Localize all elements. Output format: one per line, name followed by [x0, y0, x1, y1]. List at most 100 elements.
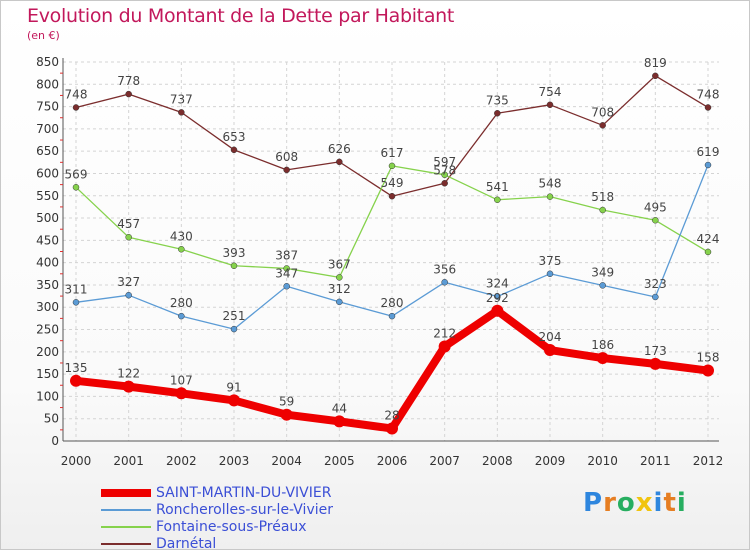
- data-label: 548: [539, 177, 562, 191]
- x-tick-label: 2000: [61, 454, 92, 468]
- y-tick-label: 400: [36, 256, 59, 270]
- data-point: [494, 196, 501, 204]
- data-label: 617: [381, 146, 404, 160]
- data-label: 653: [223, 130, 246, 144]
- data-point: [72, 184, 80, 191]
- y-tick-label: 0: [51, 434, 59, 448]
- data-label: 212: [433, 326, 456, 340]
- data-label: 28: [384, 409, 399, 423]
- data-label: 608: [275, 150, 298, 164]
- data-label: 59: [279, 395, 294, 409]
- data-label: 204: [539, 330, 562, 344]
- legend-swatch: [101, 543, 151, 545]
- y-tick-label: 150: [36, 367, 59, 381]
- series-layer: [70, 72, 714, 435]
- data-label: 312: [328, 282, 351, 296]
- data-point: [441, 279, 448, 286]
- y-tick-label: 550: [36, 189, 59, 203]
- x-tick-label: 2005: [324, 454, 355, 468]
- data-point: [230, 325, 238, 333]
- data-point: [388, 162, 396, 170]
- data-label: 430: [170, 229, 193, 243]
- y-tick-label: 250: [36, 323, 59, 337]
- data-point: [441, 171, 448, 179]
- data-point: [544, 344, 556, 357]
- data-point: [230, 146, 238, 154]
- data-point: [702, 364, 714, 377]
- y-tick-label: 750: [36, 100, 59, 114]
- data-label: 324: [486, 277, 509, 291]
- y-tick-label: 700: [36, 122, 59, 136]
- data-label: 619: [697, 145, 720, 159]
- data-label: 778: [117, 74, 140, 88]
- data-label: 735: [486, 93, 509, 107]
- data-point: [72, 104, 80, 111]
- data-point: [72, 299, 80, 306]
- data-label: 122: [117, 367, 140, 381]
- data-point: [704, 248, 712, 256]
- legend-swatch: [101, 526, 151, 528]
- data-point: [596, 352, 609, 365]
- data-label: 186: [591, 338, 614, 352]
- data-point: [388, 312, 396, 320]
- data-labels: 748 778 737 653 608 626 549 578 735 754 708 819 748 5…: [65, 56, 720, 423]
- x-tick-label: 2012: [693, 454, 724, 468]
- y-tick-label: 800: [36, 77, 59, 91]
- data-label: 251: [223, 309, 246, 323]
- data-label: 626: [328, 142, 351, 156]
- data-point: [494, 110, 501, 117]
- data-label: 737: [170, 92, 193, 106]
- data-label: 748: [65, 87, 88, 101]
- logo-letter: x: [635, 488, 654, 518]
- data-point: [388, 192, 396, 200]
- data-label: 135: [65, 361, 88, 375]
- data-point: [649, 357, 662, 370]
- data-label: 323: [644, 277, 667, 291]
- data-label: 375: [539, 254, 562, 268]
- data-point: [230, 262, 238, 270]
- data-point: [336, 158, 343, 166]
- data-label: 327: [117, 275, 140, 289]
- logo-letter: i: [676, 488, 687, 518]
- data-point: [333, 415, 346, 428]
- data-point: [599, 122, 606, 129]
- data-point: [652, 72, 659, 80]
- data-label: 280: [170, 296, 193, 310]
- data-point: [386, 422, 398, 435]
- data-point: [704, 161, 712, 169]
- data-point: [283, 265, 290, 272]
- x-tick-label: 2002: [166, 454, 197, 468]
- legend-swatch: [101, 489, 151, 497]
- data-label: 347: [275, 266, 298, 280]
- x-tick-label: 2007: [429, 454, 460, 468]
- legend-label: SAINT-MARTIN-DU-VIVIER: [156, 485, 332, 501]
- data-point: [546, 101, 554, 109]
- legend-label: Roncherolles-sur-le-Vivier: [156, 502, 333, 518]
- data-point: [283, 166, 290, 174]
- data-label: 292: [486, 291, 509, 305]
- x-tick-label: 2003: [219, 454, 250, 468]
- data-point: [336, 274, 343, 281]
- y-tick-label: 100: [36, 389, 59, 403]
- data-label: 173: [644, 344, 667, 358]
- proxiti-logo: Proxiti: [583, 488, 687, 518]
- x-tick-label: 2011: [640, 454, 671, 468]
- data-point: [546, 270, 554, 278]
- data-point: [494, 293, 501, 300]
- data-label: 754: [539, 85, 562, 99]
- data-label: 280: [381, 296, 404, 310]
- data-label: 387: [275, 248, 298, 262]
- data-label: 597: [433, 155, 456, 169]
- y-tick-label: 50: [44, 412, 59, 426]
- x-tick-label: 2006: [377, 454, 408, 468]
- data-label: 708: [591, 105, 614, 119]
- data-label: 356: [433, 262, 456, 276]
- data-point: [178, 109, 185, 116]
- data-point: [125, 90, 132, 98]
- chart-subtitle: (en €): [27, 29, 60, 42]
- data-point: [70, 374, 82, 387]
- x-tick-label: 2004: [271, 454, 302, 468]
- y-tick-label: 500: [36, 211, 59, 225]
- data-label: 91: [226, 380, 241, 394]
